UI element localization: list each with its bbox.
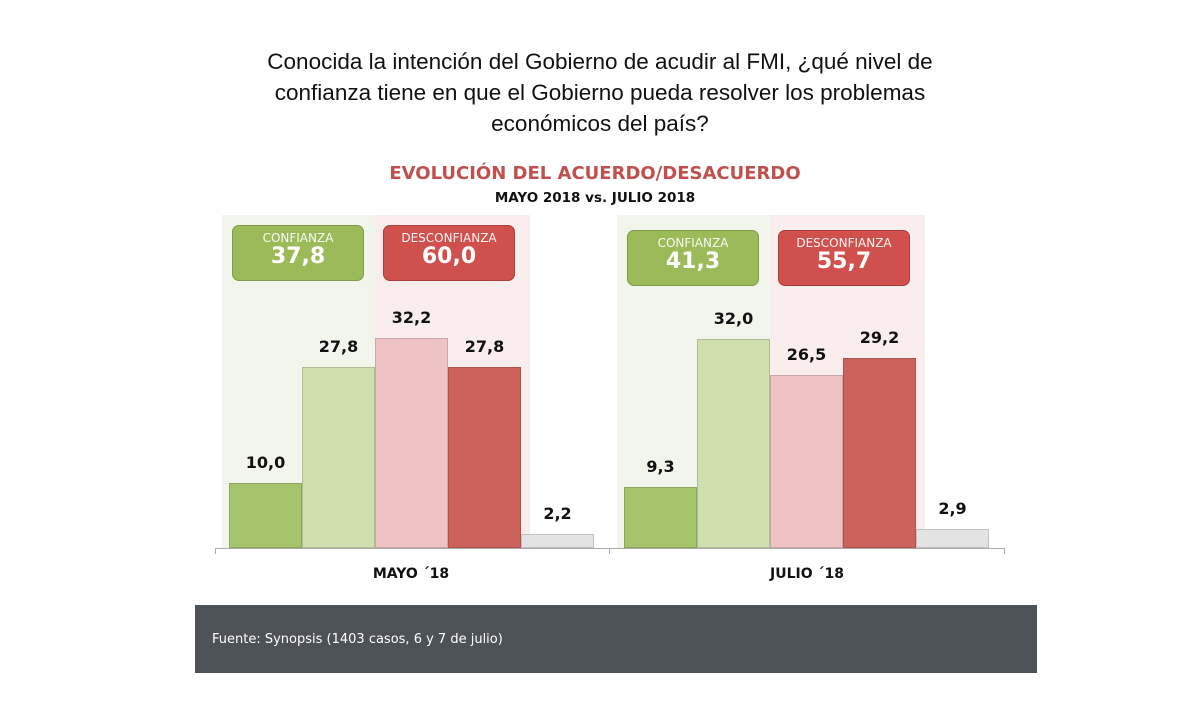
data-label: 26,5 <box>786 345 827 365</box>
bar <box>229 482 302 548</box>
bar <box>697 339 770 548</box>
desconfianza-value: 60,0 <box>421 244 477 269</box>
bar <box>770 375 843 548</box>
data-label: 2,2 <box>543 503 572 523</box>
axis-tick <box>609 548 610 554</box>
x-axis <box>215 548 1005 549</box>
data-label: 29,2 <box>859 327 900 347</box>
bar <box>916 529 989 548</box>
bar <box>302 366 375 548</box>
desconfianza-value: 55,7 <box>816 249 872 274</box>
confianza-summary-box: CONFIANZA 37,8 <box>232 225 364 281</box>
desconfianza-summary-box: DESCONFIANZA 60,0 <box>383 225 515 281</box>
data-label: 32,2 <box>391 308 432 327</box>
question-title: Conocida la intención del Gobierno de ac… <box>0 46 1200 139</box>
bar <box>843 357 916 548</box>
bar <box>624 487 697 548</box>
confianza-value: 41,3 <box>665 249 721 274</box>
confianza-summary-box: CONFIANZA 41,3 <box>627 230 759 286</box>
bar <box>448 366 521 548</box>
desconfianza-label: DESCONFIANZA <box>401 231 497 245</box>
data-label: 2,9 <box>938 499 967 519</box>
chart-subtitle: MAYO 2018 vs. JULIO 2018 <box>494 190 696 206</box>
bar <box>375 338 448 548</box>
source-text: Fuente: Synopsis (1403 casos, 6 y 7 de j… <box>212 632 503 647</box>
source-footer: Fuente: Synopsis (1403 casos, 6 y 7 de j… <box>195 605 1037 673</box>
question-line: Conocida la intención del Gobierno de ac… <box>267 49 933 74</box>
desconfianza-label: DESCONFIANZA <box>796 236 892 250</box>
data-label: 27,8 <box>464 336 505 356</box>
confianza-label: CONFIANZA <box>262 231 334 245</box>
category-label: MAYO ´18 <box>372 566 450 582</box>
confianza-value: 37,8 <box>270 244 326 269</box>
data-label: 9,3 <box>646 457 675 477</box>
confianza-label: CONFIANZA <box>657 236 729 250</box>
axis-tick <box>1004 548 1005 554</box>
data-label: 27,8 <box>318 336 359 356</box>
axis-tick <box>215 548 216 554</box>
data-label: 32,0 <box>713 309 754 329</box>
question-line: económicos del país? <box>491 111 709 136</box>
bar <box>521 533 594 548</box>
category-label: JULIO ´18 <box>770 566 844 582</box>
chart-title: EVOLUCIÓN DEL ACUERDO/DESACUERDO <box>389 163 801 184</box>
data-label: 10,0 <box>245 452 286 472</box>
question-line: confianza tiene en que el Gobierno pueda… <box>274 80 926 105</box>
desconfianza-summary-box: DESCONFIANZA 55,7 <box>778 230 910 286</box>
